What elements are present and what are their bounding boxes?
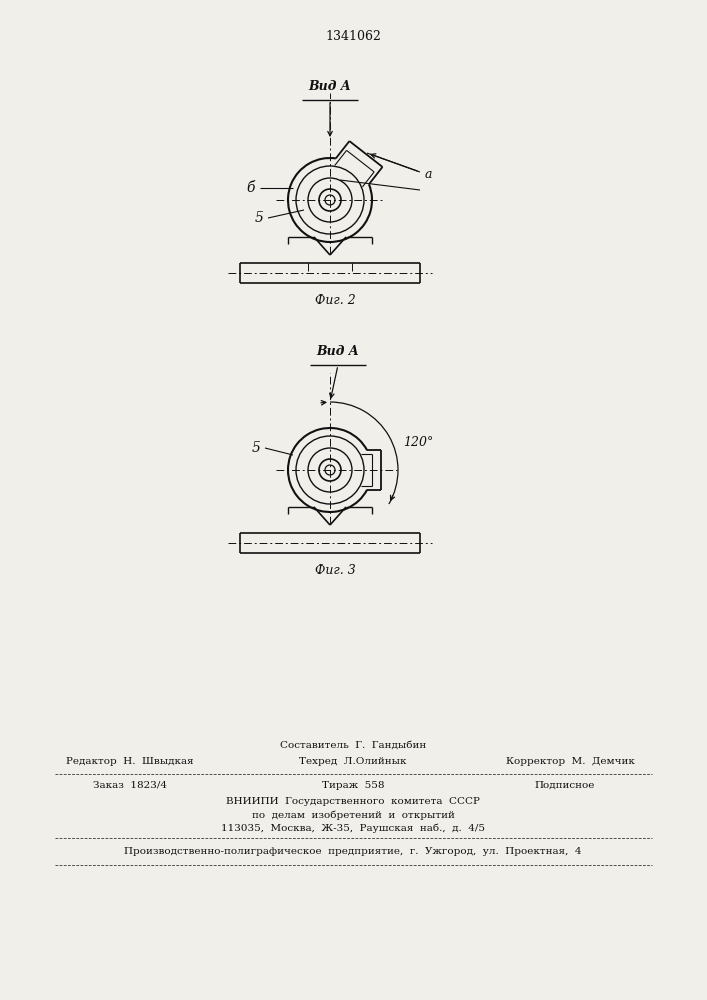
Text: Тираж  558: Тираж 558 [322, 780, 384, 790]
Text: 113035,  Москва,  Ж-35,  Раушская  наб.,  д.  4/5: 113035, Москва, Ж-35, Раушская наб., д. … [221, 823, 485, 833]
Text: Составитель  Г.  Гандыбин: Составитель Г. Гандыбин [280, 740, 426, 750]
Text: Вид A: Вид A [309, 80, 351, 93]
Text: Производственно-полиграфическое  предприятие,  г.  Ужгород,  ул.  Проектная,  4: Производственно-полиграфическое предприя… [124, 848, 582, 856]
Text: по  делам  изобретений  и  открытий: по делам изобретений и открытий [252, 810, 455, 820]
Text: Подписное: Подписное [534, 780, 595, 790]
Text: ВНИИПИ  Государственного  комитета  СССР: ВНИИПИ Государственного комитета СССР [226, 798, 480, 806]
Text: 5: 5 [255, 211, 264, 225]
Text: Редактор  Н.  Швыдкая: Редактор Н. Швыдкая [66, 758, 194, 766]
Text: Фиг. 3: Фиг. 3 [315, 564, 356, 578]
Text: a: a [425, 168, 433, 182]
Text: Заказ  1823/4: Заказ 1823/4 [93, 780, 167, 790]
Text: 120°: 120° [403, 436, 433, 448]
Text: Фиг. 2: Фиг. 2 [315, 294, 356, 308]
Text: Вид A: Вид A [317, 345, 359, 358]
Text: 5: 5 [252, 441, 261, 455]
Text: б: б [247, 181, 255, 195]
Text: Корректор  М.  Демчик: Корректор М. Демчик [506, 758, 634, 766]
Text: Техред  Л.Олийнык: Техред Л.Олийнык [299, 758, 407, 766]
Text: 1341062: 1341062 [325, 30, 381, 43]
